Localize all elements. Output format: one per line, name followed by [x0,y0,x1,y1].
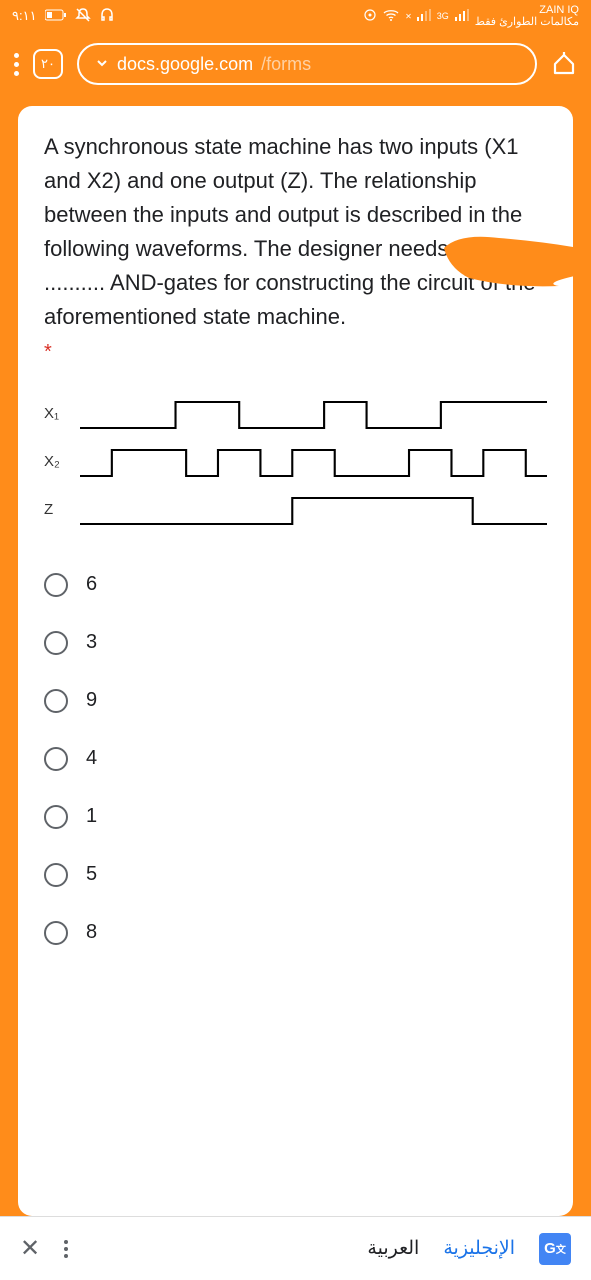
more-icon[interactable] [64,1240,68,1258]
radio-icon[interactable] [44,689,68,713]
google-translate-icon[interactable]: G文 [539,1233,571,1265]
option-row[interactable]: 5 [44,846,547,904]
signal-icon: ✕ [405,12,411,21]
option-row[interactable]: 3 [44,614,547,672]
option-label: 4 [86,747,97,770]
waveform-label-z: Z [44,501,80,518]
headphones-icon [99,7,115,26]
option-label: 1 [86,805,97,828]
option-row[interactable]: 8 [44,904,547,962]
radio-icon[interactable] [44,863,68,887]
waveform-diagram: X₁ X₂ Z [44,390,547,534]
option-row[interactable]: 4 [44,730,547,788]
menu-icon[interactable] [14,53,19,76]
option-label: 9 [86,689,97,712]
carrier-sub: مكالمات الطوارئ فقط [475,16,579,28]
option-label: 5 [86,863,97,886]
gtranslate-label: G [544,1240,556,1257]
close-icon[interactable]: ✕ [20,1234,40,1263]
chevron-down-icon [95,54,109,75]
url-path: /forms [261,54,311,75]
location-icon [363,8,377,25]
option-row[interactable]: 9 [44,672,547,730]
radio-icon[interactable] [44,573,68,597]
language-arabic[interactable]: العربية [367,1237,419,1260]
translate-bar: ✕ العربية الإنجليزية G文 [0,1216,591,1280]
wifi-icon [383,9,399,24]
required-indicator: * [44,341,547,364]
status-bar: ٩:١١ ✕ 3G ZAIN IQ مكالمات الطوارئ فقط [0,0,591,32]
option-label: 3 [86,631,97,654]
question-card: A synchronous state machine has two inpu… [18,106,573,1216]
option-row[interactable]: 1 [44,788,547,846]
radio-icon[interactable] [44,747,68,771]
url-domain: docs.google.com [117,54,253,75]
language-english[interactable]: الإنجليزية [443,1237,515,1260]
home-icon[interactable] [551,51,577,77]
radio-icon[interactable] [44,921,68,945]
option-row[interactable]: 6 [44,556,547,614]
dnd-icon [75,7,91,26]
waveform-label-x1: X₁ [44,405,80,422]
browser-bar: ٢٠ docs.google.com/forms [0,32,591,96]
signal-bars-icon [417,9,431,24]
signal-bars2-icon [455,9,469,24]
highlight-annotation [439,228,573,288]
status-time: ٩:١١ [12,8,37,24]
tab-count[interactable]: ٢٠ [33,49,63,79]
network-type: 3G [437,11,449,21]
option-label: 8 [86,921,97,944]
waveform-label-x2: X₂ [44,453,80,470]
battery-icon [45,9,67,24]
carrier-name: ZAIN IQ [475,4,579,16]
radio-icon[interactable] [44,631,68,655]
radio-icon[interactable] [44,805,68,829]
options-group: 6 3 9 4 1 5 8 [44,556,547,962]
url-bar[interactable]: docs.google.com/forms [77,43,537,85]
option-label: 6 [86,573,97,596]
